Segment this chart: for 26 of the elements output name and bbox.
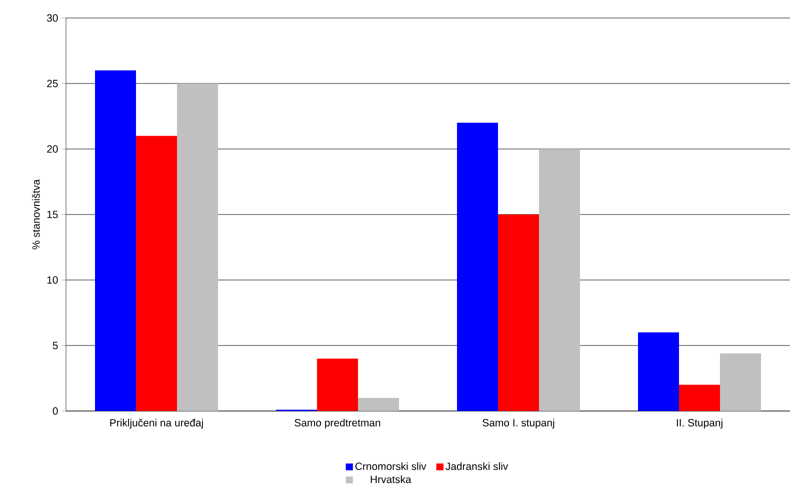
- bar: [358, 398, 400, 411]
- bar: [317, 358, 358, 411]
- bar: [679, 384, 720, 411]
- legend-label: Crnomorski sliv: [355, 462, 426, 470]
- bar: [177, 83, 218, 411]
- y-axis-title: % stanovništva: [32, 179, 40, 250]
- x-tick-label: Samo I. stupanj: [482, 418, 554, 429]
- bar: [539, 148, 580, 411]
- bar: [638, 332, 680, 411]
- bar: [95, 70, 136, 411]
- bar: [498, 214, 540, 411]
- x-tick-label: II. Stupanj: [676, 418, 722, 429]
- y-tick-label: 25: [47, 80, 58, 88]
- bar: [720, 353, 762, 411]
- bar: [136, 136, 177, 411]
- y-tick-label: 5: [52, 342, 58, 350]
- y-tick-label: 30: [46, 14, 58, 22]
- x-tick-label: Priključeni na uređaj: [110, 418, 203, 429]
- y-tick-label: 20: [47, 145, 58, 153]
- bar: [457, 122, 498, 411]
- y-tick-label: 15: [47, 210, 58, 218]
- x-tick-label: Samo predtretman: [294, 418, 380, 429]
- y-tick-label: 0: [52, 407, 58, 415]
- y-tick-label: 10: [47, 276, 58, 284]
- legend-label: Jadranski sliv: [446, 462, 508, 470]
- legend-label: Hrvatska: [370, 475, 412, 484]
